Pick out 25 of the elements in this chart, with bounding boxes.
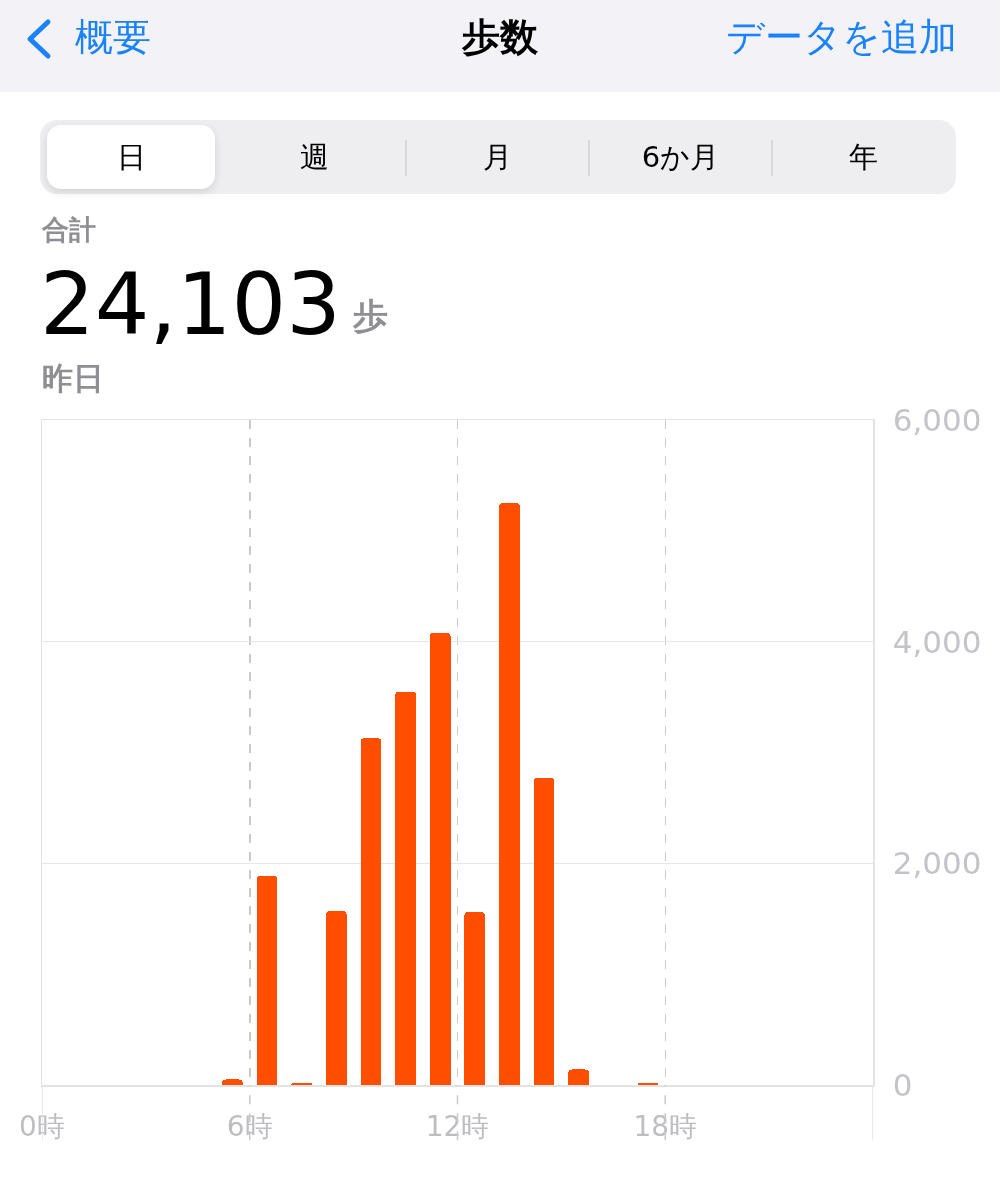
bar xyxy=(360,738,382,1085)
x-tick-label: 18時 xyxy=(633,1110,698,1144)
x-tick-label: 0時 xyxy=(19,1110,65,1144)
y-tick-label: 0 xyxy=(892,1066,913,1103)
bar xyxy=(533,777,555,1085)
bar xyxy=(395,691,416,1085)
bar xyxy=(568,1069,590,1085)
bar xyxy=(325,910,347,1085)
y-tick-label: 6,000 xyxy=(892,401,982,438)
bar xyxy=(429,632,451,1085)
segmented-control: 日 週 月 6か月 年 xyxy=(40,120,956,194)
bar xyxy=(256,875,278,1085)
bar xyxy=(499,503,520,1085)
y-tick-label: 4,000 xyxy=(892,623,982,660)
x-tick-label: 6時 xyxy=(226,1110,273,1144)
text: 合計 xyxy=(42,213,96,247)
chart-title: 歩数 xyxy=(462,15,538,59)
text: 概要 xyxy=(75,14,151,60)
text: 24,103 xyxy=(40,253,341,356)
y-tick-label: 2,000 xyxy=(892,845,982,882)
bar xyxy=(464,912,486,1085)
text: 歩 xyxy=(352,295,388,338)
text: 昨日 xyxy=(42,359,104,398)
x-tick-label: 12時 xyxy=(425,1110,490,1144)
text: データを追加 xyxy=(726,14,957,60)
